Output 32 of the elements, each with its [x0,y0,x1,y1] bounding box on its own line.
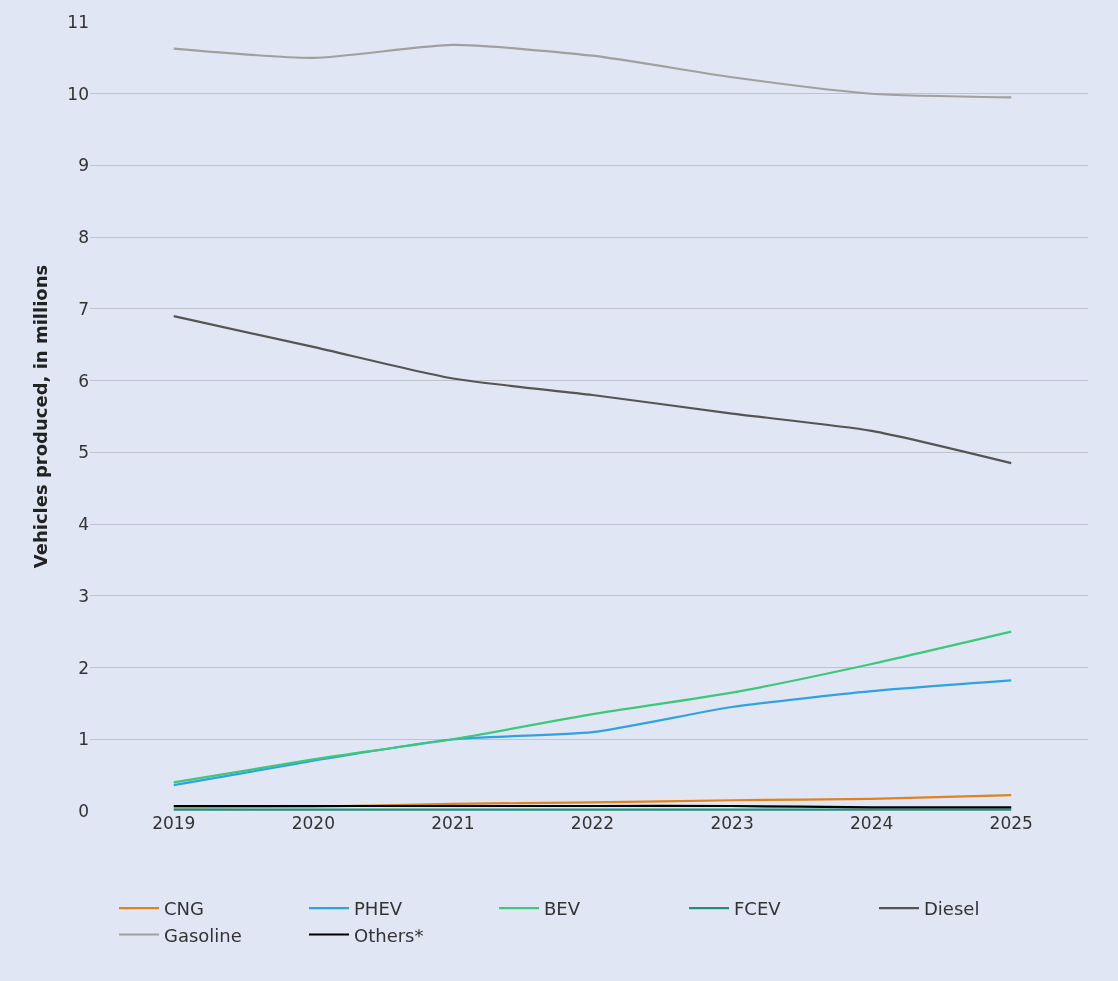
x-tick-label: 2024 [850,813,894,833]
line-series [172,679,1013,787]
y-tick-label: 4 [78,514,89,535]
legend-label: Others* [354,924,424,946]
y-tick-label: 11 [67,11,89,32]
line-series [172,794,1013,809]
y-tick-label: 3 [78,585,89,606]
x-tick-label: 2019 [152,813,196,833]
legend-label: FCEV [734,898,782,920]
y-tick-label: 5 [78,442,89,463]
y-axis-title: Vehicles produced, in millions [29,264,51,569]
y-tick-label: 1 [78,729,89,750]
x-tick-label: 2025 [989,813,1033,833]
y-tick-label: 9 [78,155,89,176]
line-series [172,314,1013,465]
x-tick-label: 2022 [570,813,615,833]
y-tick-label: 8 [78,227,89,248]
legend-label: Diesel [924,898,980,920]
line-series [172,43,1013,99]
legend-label: PHEV [354,898,403,920]
x-tick-label: 2021 [431,813,475,833]
x-tick-label: 2020 [291,813,335,833]
x-tick-label: 2023 [710,813,754,833]
legend-label: Gasoline [164,924,242,946]
legend-label: BEV [544,898,581,920]
y-tick-label: 10 [67,83,89,104]
y-tick-label: 6 [78,370,89,391]
legend-label: CNG [164,898,204,920]
y-tick-label: 0 [78,800,89,821]
y-tick-label: 2 [78,657,89,678]
line-series [172,630,1013,784]
y-tick-label: 7 [78,298,89,319]
